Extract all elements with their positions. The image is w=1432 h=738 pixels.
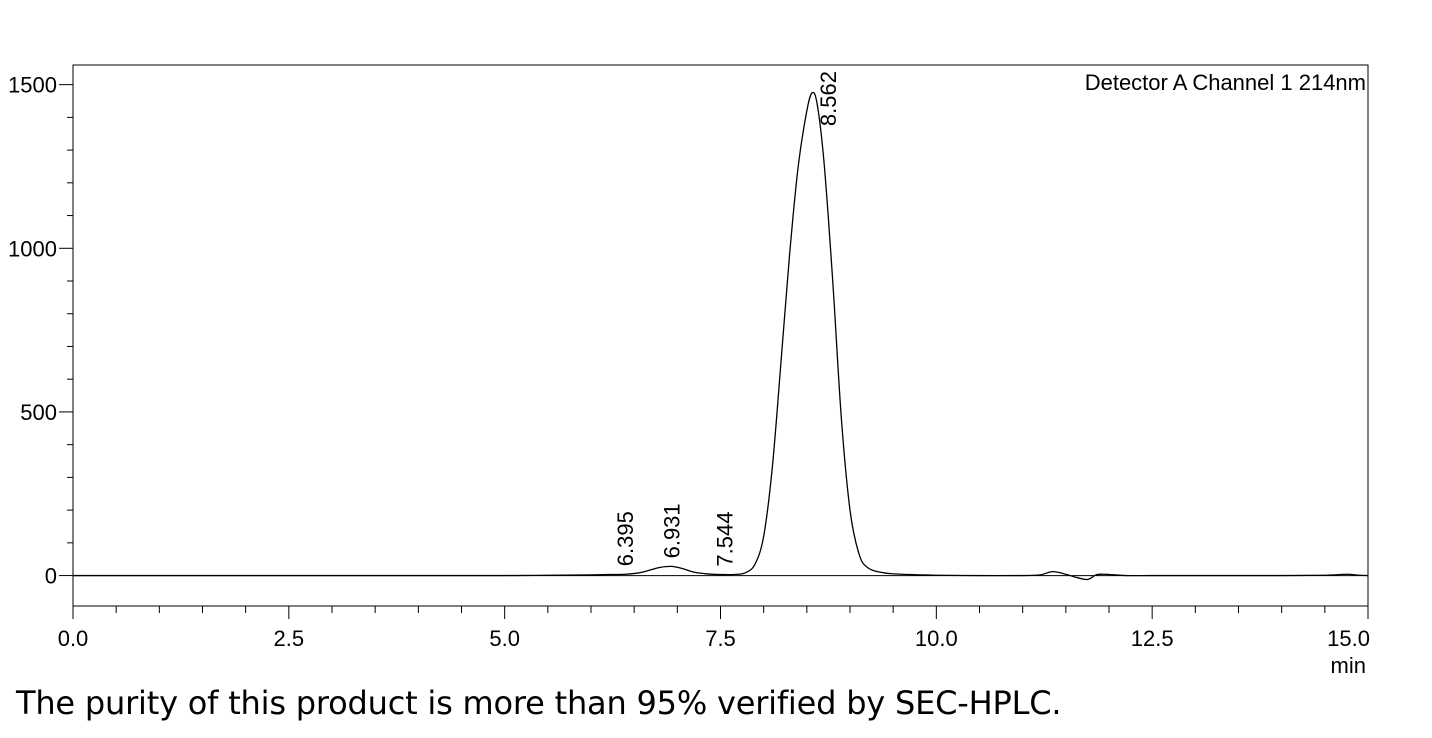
x-tick-label: 12.5 [1131,626,1174,651]
x-tick-label: 7.5 [705,626,736,651]
legend-entry: Detector A Channel 1 214nm [1085,70,1366,95]
x-axis-label: min [1331,653,1366,678]
x-tick-label: 10.0 [915,626,958,651]
y-tick-label: 0 [45,564,57,589]
x-tick-label: 0.0 [58,626,89,651]
y-tick-label: 1000 [8,236,57,261]
peak-label: 8.562 [816,71,841,126]
purity-caption: The purity of this product is more than … [16,684,1062,722]
peak-label: 6.395 [613,511,638,566]
x-tick-label: 2.5 [274,626,305,651]
peak-label: 6.931 [659,503,684,558]
peak-label: 7.544 [712,512,737,567]
x-tick-label: 15.0 [1327,626,1370,651]
chromatogram-trace [73,91,1369,581]
x-tick-label: 5.0 [489,626,520,651]
y-tick-label: 1500 [8,73,57,98]
y-tick-label: 500 [20,400,57,425]
